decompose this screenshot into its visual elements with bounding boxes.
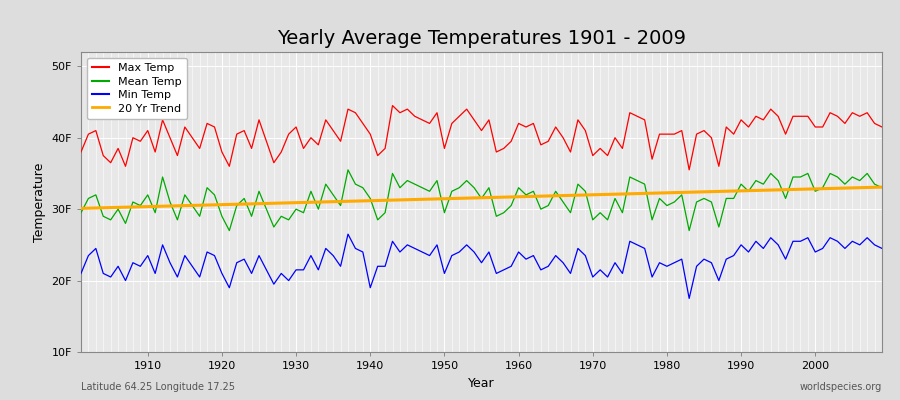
Title: Yearly Average Temperatures 1901 - 2009: Yearly Average Temperatures 1901 - 2009 <box>277 29 686 48</box>
Text: worldspecies.org: worldspecies.org <box>800 382 882 392</box>
Legend: Max Temp, Mean Temp, Min Temp, 20 Yr Trend: Max Temp, Mean Temp, Min Temp, 20 Yr Tre… <box>86 58 187 119</box>
X-axis label: Year: Year <box>468 376 495 390</box>
Text: Latitude 64.25 Longitude 17.25: Latitude 64.25 Longitude 17.25 <box>81 382 235 392</box>
Y-axis label: Temperature: Temperature <box>33 162 46 242</box>
